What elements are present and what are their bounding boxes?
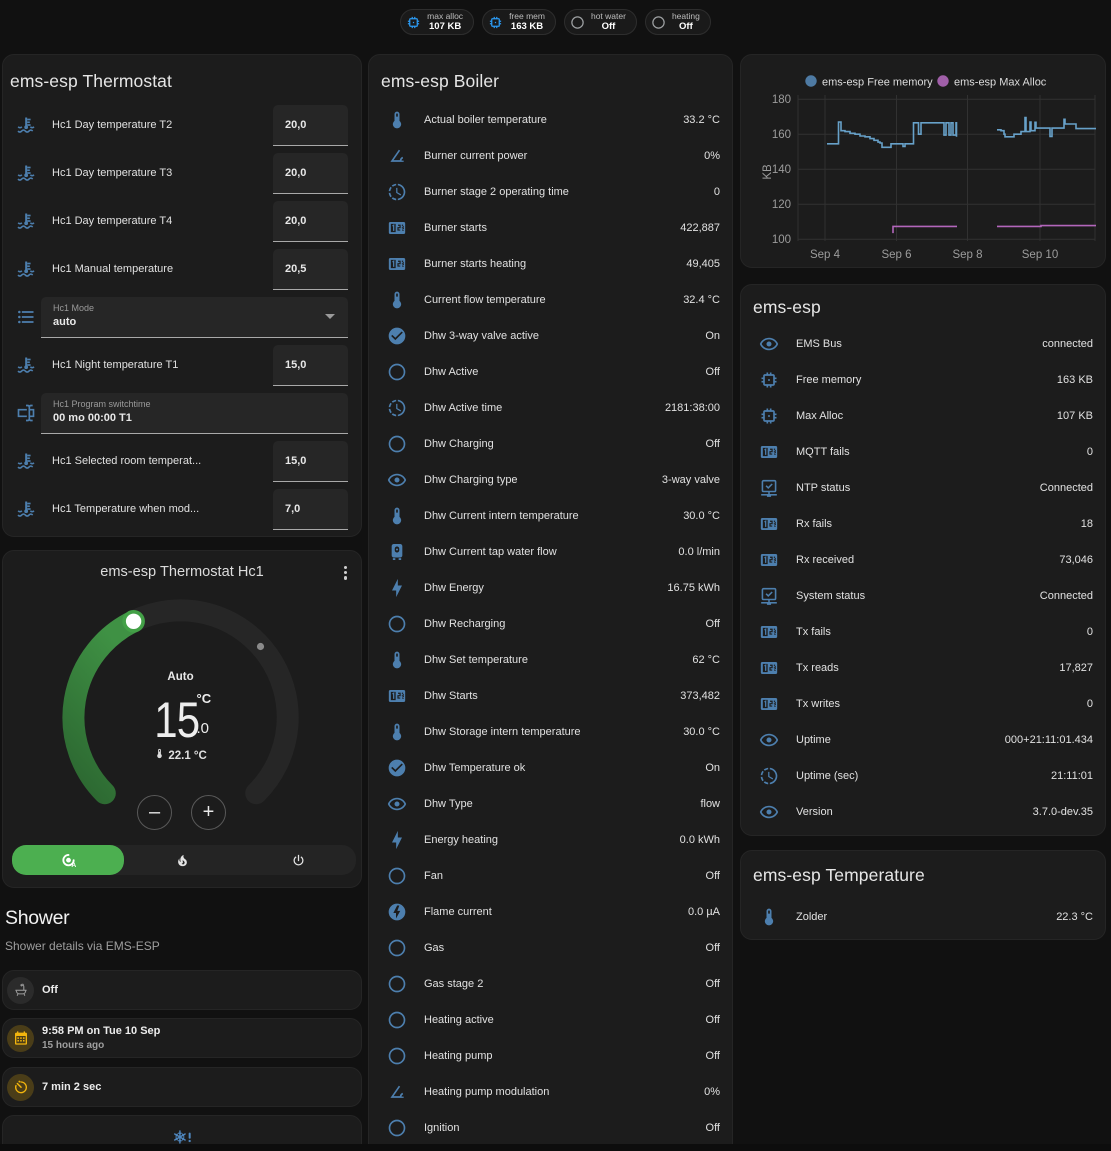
- svg-text:140: 140: [772, 164, 791, 176]
- svg-text:Sep 4: Sep 4: [810, 249, 841, 261]
- svg-text:KB: KB: [762, 164, 774, 180]
- svg-text:120: 120: [772, 199, 791, 211]
- svg-text:Sep 8: Sep 8: [952, 249, 982, 261]
- svg-text:Sep 6: Sep 6: [881, 249, 911, 261]
- svg-text:Sep 10: Sep 10: [1022, 249, 1058, 261]
- svg-text:160: 160: [772, 129, 791, 141]
- svg-text:180: 180: [772, 94, 791, 106]
- svg-text:100: 100: [772, 234, 791, 246]
- svg-text:ems-esp Max Alloc: ems-esp Max Alloc: [954, 77, 1047, 89]
- svg-text:ems-esp Free memory: ems-esp Free memory: [822, 77, 933, 89]
- svg-text:A: A: [71, 862, 76, 869]
